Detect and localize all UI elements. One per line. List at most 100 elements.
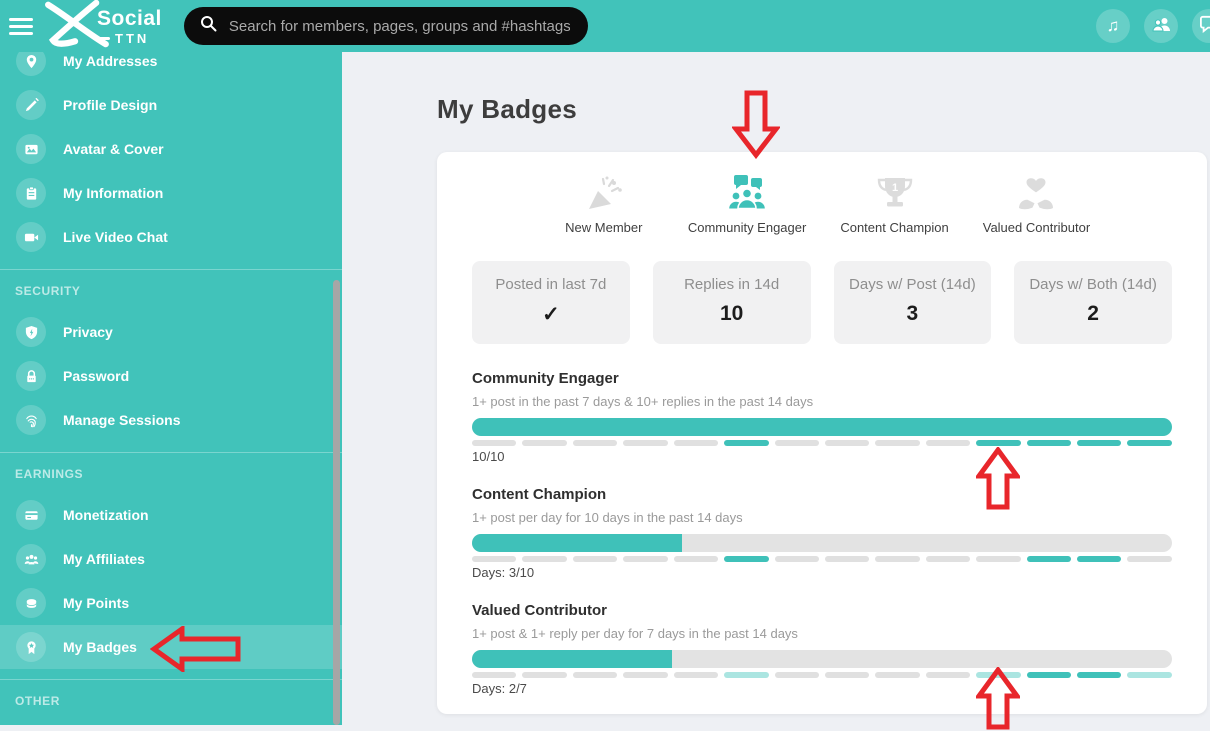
badge-icons-row: New Member Community Engager	[472, 172, 1172, 235]
day-segment	[1127, 440, 1172, 446]
progress-subtitle: 1+ post in the past 7 days & 10+ replies…	[472, 394, 814, 409]
progress-fill	[472, 534, 682, 552]
sidebar-item-avatar-cover[interactable]: Avatar & Cover	[0, 127, 342, 171]
badge-label: New Member	[565, 220, 643, 235]
video-camera-icon	[16, 222, 46, 252]
day-segment	[774, 672, 819, 678]
progress-subtitle: 1+ post per day for 10 days in the past …	[472, 510, 743, 525]
day-segment	[925, 440, 971, 446]
app-logo[interactable]: Social TTN	[39, 0, 162, 53]
paint-brush-icon	[16, 90, 46, 120]
search-input[interactable]	[226, 16, 572, 36]
padlock-icon	[16, 361, 46, 391]
day-segment	[572, 556, 618, 562]
chat-button[interactable]	[1192, 9, 1210, 43]
day-segment	[1026, 440, 1072, 446]
stat-label: Replies in 14d	[684, 276, 780, 293]
progress-content-champion: Content Champion 1+ post per day for 10 …	[472, 486, 1172, 580]
day-segment	[976, 672, 1021, 678]
stat-value: 3	[906, 302, 919, 325]
friends-icon	[1151, 15, 1171, 38]
sidebar-item-label: Manage Sessions	[63, 412, 181, 428]
music-button[interactable]: ♫	[1096, 9, 1130, 43]
stat-days-with-both: Days w/ Both (14d) 2	[1014, 261, 1172, 344]
fingerprint-icon	[16, 405, 46, 435]
badge-label: Community Engager	[687, 220, 807, 235]
sidebar-item-monetization[interactable]: Monetization	[0, 493, 342, 537]
badge-new-member: New Member	[554, 172, 654, 235]
sidebar-item-label: My Affiliates	[63, 551, 145, 567]
day-segment	[824, 672, 870, 678]
day-segment	[572, 440, 618, 446]
credit-card-icon	[16, 500, 46, 530]
hamburger-menu-icon[interactable]	[9, 14, 33, 39]
day-segment	[875, 440, 920, 446]
chat-icon	[1200, 15, 1210, 38]
sidebar-scrollbar-thumb[interactable]	[333, 280, 340, 725]
coins-icon	[16, 588, 46, 618]
stat-label: Posted in last 7d	[495, 276, 607, 293]
sidebar-item-my-information[interactable]: My Information	[0, 171, 342, 215]
friends-button[interactable]	[1144, 9, 1178, 43]
sidebar-item-label: My Addresses	[63, 53, 158, 69]
top-bar: Social TTN ♫	[0, 0, 1210, 52]
stat-replies-14d: Replies in 14d 10	[652, 261, 811, 344]
stat-days-with-post: Days w/ Post (14d) 3	[833, 261, 992, 344]
sidebar-item-profile-design[interactable]: Profile Design	[0, 83, 342, 127]
progress-footer: 10/10	[472, 449, 505, 464]
sidebar-item-label: My Badges	[63, 639, 137, 655]
ribbon-badge-icon	[16, 632, 46, 662]
sidebar-item-manage-sessions[interactable]: Manage Sessions	[0, 398, 342, 442]
sidebar-item-my-affiliates[interactable]: My Affiliates	[0, 537, 342, 581]
progress-bar	[472, 534, 1172, 552]
day-segment	[925, 672, 971, 678]
sidebar-item-my-addresses[interactable]: My Addresses	[0, 52, 342, 83]
day-segments	[472, 672, 1172, 678]
sidebar-item-live-video-chat[interactable]: Live Video Chat	[0, 215, 342, 259]
progress-bar	[472, 650, 1172, 668]
day-segment	[623, 672, 668, 678]
day-segment	[673, 440, 719, 446]
sidebar-item-my-points[interactable]: My Points	[0, 581, 342, 625]
progress-subtitle: 1+ post & 1+ reply per day for 7 days in…	[472, 626, 798, 641]
day-segment	[824, 556, 870, 562]
sidebar-item-my-badges[interactable]: My Badges	[0, 625, 342, 669]
day-segment	[724, 556, 769, 562]
day-segment	[472, 440, 517, 446]
sidebar-item-label: Avatar & Cover	[63, 141, 164, 157]
day-segment	[875, 556, 920, 562]
day-segment	[774, 440, 819, 446]
badge-community-engager: Community Engager	[687, 172, 807, 235]
day-segment	[724, 672, 769, 678]
main-content: My Badges New Member	[342, 52, 1210, 725]
sidebar-item-privacy[interactable]: Privacy	[0, 310, 342, 354]
sidebar-item-label: Password	[63, 368, 130, 384]
progress-community-engager: Community Engager 1+ post in the past 7 …	[472, 370, 1172, 464]
stat-value: 2	[1087, 302, 1099, 325]
sidebar-section-other: OTHER	[15, 694, 60, 708]
sidebar-divider	[0, 269, 342, 270]
stat-value: 10	[719, 302, 744, 325]
progress-valued-contributor: Valued Contributor 1+ post & 1+ reply pe…	[472, 602, 1172, 696]
sidebar-item-label: Profile Design	[63, 97, 158, 113]
day-segment	[623, 440, 668, 446]
page-title: My Badges	[437, 94, 577, 124]
image-icon	[16, 134, 46, 164]
badge-label: Content Champion	[840, 220, 949, 235]
day-segment	[1127, 556, 1172, 562]
day-segment	[623, 556, 668, 562]
global-search-bar	[183, 7, 588, 45]
shield-icon	[16, 317, 46, 347]
sidebar-section-security: SECURITY	[15, 284, 81, 298]
stat-label: Days w/ Post (14d)	[849, 276, 976, 293]
day-segment	[1026, 672, 1072, 678]
day-segment	[1127, 672, 1172, 678]
badge-valued-contributor: Valued Contributor	[983, 172, 1090, 235]
progress-title: Content Champion	[472, 486, 607, 503]
stats-row: Posted in last 7d ✓ Replies in 14d 10 Da…	[472, 261, 1172, 344]
sidebar-item-password[interactable]: Password	[0, 354, 342, 398]
sidebar-section-earnings: EARNINGS	[15, 467, 84, 481]
sidebar-item-label: Live Video Chat	[63, 229, 168, 245]
sidebar-divider	[0, 452, 342, 453]
day-segment	[572, 672, 618, 678]
